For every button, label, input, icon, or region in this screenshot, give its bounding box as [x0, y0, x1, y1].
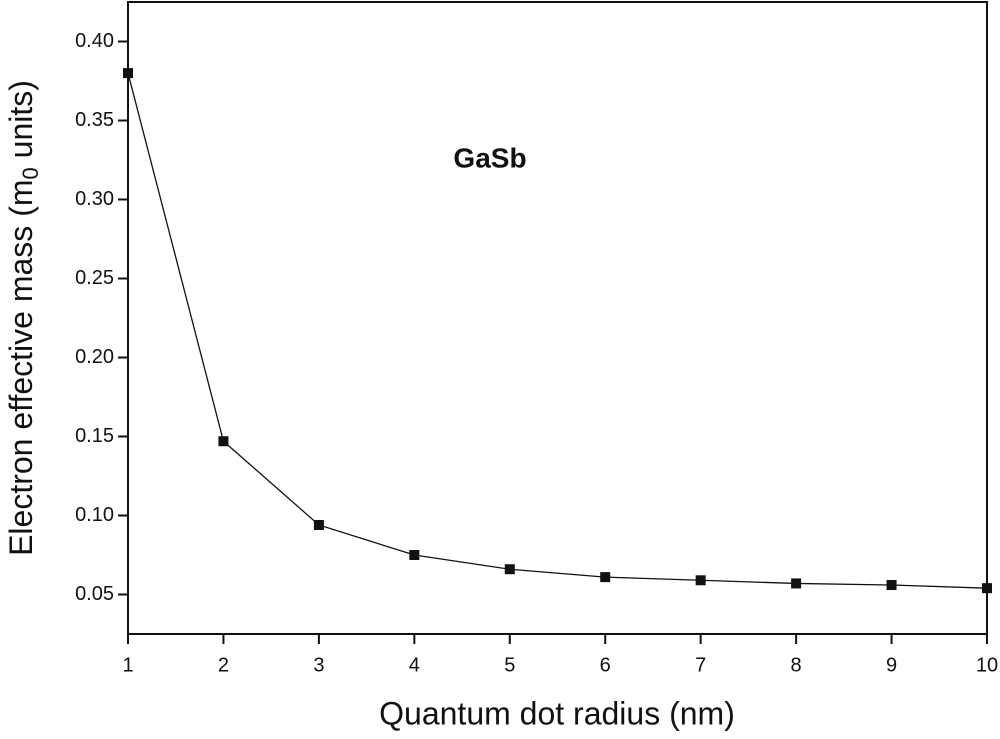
y-tick-label: 0.40 [75, 30, 114, 52]
x-tick-label: 8 [791, 654, 802, 676]
data-marker [123, 68, 133, 79]
x-tick-label: 4 [409, 654, 420, 676]
x-tick-label: 3 [313, 654, 324, 676]
x-tick-label: 6 [600, 654, 611, 676]
y-tick-label: 0.30 [75, 188, 114, 210]
x-axis-label: Quantum dot radius (nm) [379, 695, 735, 731]
data-marker [886, 580, 897, 591]
y-label-subscript: 0 [18, 167, 43, 179]
data-marker [695, 575, 706, 586]
data-marker [313, 519, 324, 530]
plot-frame [127, 1, 988, 635]
y-tick-label: 0.35 [75, 109, 114, 131]
y-tick-label: 0.25 [75, 267, 114, 289]
x-tick-label: 9 [886, 654, 897, 676]
y-tick-label: 0.20 [75, 346, 114, 368]
data-marker [982, 583, 992, 594]
data-marker [504, 564, 515, 575]
y-label-part: units) [3, 80, 39, 167]
x-tick-label: 7 [695, 654, 706, 676]
y-axis-label: Electron effective mass (m0 units) [3, 80, 42, 556]
y-tick-label: 0.15 [75, 425, 114, 447]
x-tick-label: 2 [218, 654, 229, 676]
annotation: GaSb [453, 142, 526, 173]
data-marker [409, 550, 420, 560]
data-line [127, 72, 988, 589]
y-tick-label: 0.10 [75, 504, 114, 526]
data-marker [600, 572, 611, 583]
y-tick-label: 0.05 [75, 583, 114, 605]
data-marker [218, 436, 229, 447]
x-tick-label: 10 [976, 654, 998, 676]
data-marker [791, 578, 802, 589]
x-tick-label: 1 [122, 654, 133, 676]
y-label-part: Electron effective mass (m [3, 179, 39, 555]
x-tick-label: 5 [504, 654, 515, 676]
